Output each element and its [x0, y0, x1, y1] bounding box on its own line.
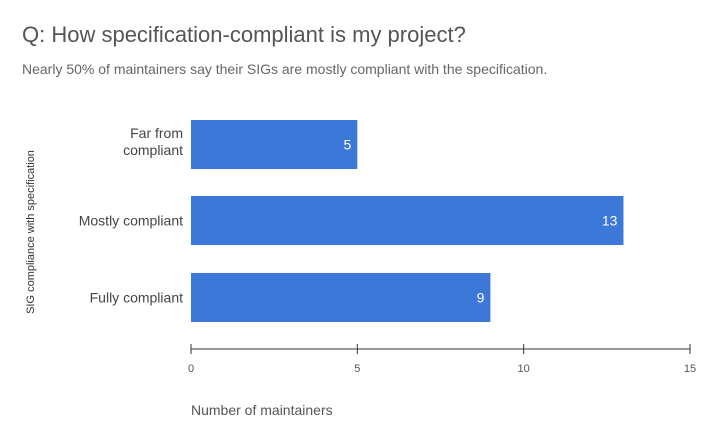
x-tick-label: 15: [684, 363, 696, 375]
x-tick-label: 5: [354, 363, 360, 375]
bar: [191, 196, 624, 245]
y-axis-title: SIG compliance with specification: [25, 150, 37, 314]
category-label: Fully compliant: [90, 290, 183, 306]
x-tick-label: 10: [518, 363, 530, 375]
bar-data-label: 9: [477, 290, 485, 306]
bar-data-label: 13: [602, 213, 618, 229]
bar: [191, 273, 491, 322]
x-tick-label: 0: [188, 363, 194, 375]
category-label: Mostly compliant: [79, 213, 183, 229]
x-axis-title: Number of maintainers: [191, 402, 333, 418]
chart-subtitle: Nearly 50% of maintainers say their SIGs…: [22, 61, 548, 77]
bar-data-label: 5: [344, 137, 352, 153]
chart-title: Q: How specification-compliant is my pro…: [22, 22, 466, 47]
category-label: Far from compliant: [123, 125, 183, 158]
bar: [191, 120, 358, 169]
